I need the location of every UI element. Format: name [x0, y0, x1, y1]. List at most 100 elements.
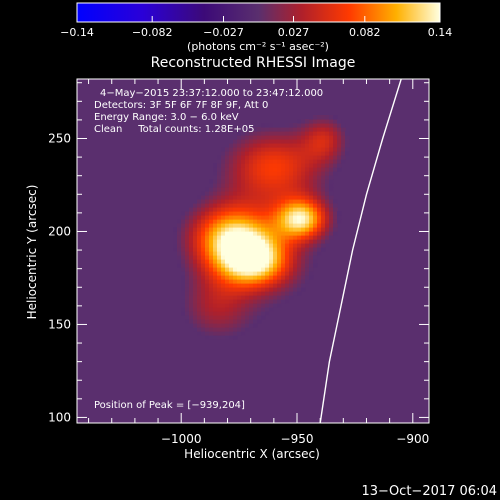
heatmap-cell — [217, 239, 222, 244]
heatmap-cell — [325, 175, 330, 180]
heatmap-cell — [253, 223, 258, 228]
heatmap-cell — [185, 235, 190, 240]
heatmap-cell — [261, 127, 266, 132]
heatmap-cell — [217, 243, 222, 248]
heatmap-cell — [293, 183, 298, 188]
heatmap-cell — [313, 159, 318, 164]
heatmap-cell — [221, 187, 226, 192]
heatmap-cell — [265, 291, 270, 296]
heatmap-cell — [301, 163, 306, 168]
heatmap-cell — [277, 267, 282, 272]
heatmap-cell — [201, 303, 206, 308]
heatmap-cell — [221, 275, 226, 280]
heatmap-cell — [337, 211, 342, 216]
heatmap-cell — [281, 291, 286, 296]
heatmap-cell — [245, 219, 250, 224]
heatmap-cell — [189, 227, 194, 232]
heatmap-cell — [321, 151, 326, 156]
heatmap-cell — [277, 191, 282, 196]
heatmap-cell — [269, 147, 274, 152]
heatmap-cell — [301, 263, 306, 268]
heatmap-cell — [321, 119, 326, 124]
heatmap-cell — [293, 179, 298, 184]
heatmap-cell — [237, 147, 242, 152]
heatmap-cell — [217, 335, 222, 340]
heatmap-cell — [193, 199, 198, 204]
heatmap-cell — [217, 271, 222, 276]
colorbar — [77, 3, 440, 22]
heatmap-cell — [297, 211, 302, 216]
heatmap-cell — [249, 207, 254, 212]
heatmap-cell — [269, 207, 274, 212]
heatmap-cell — [233, 219, 238, 224]
heatmap-cell — [285, 127, 290, 132]
heatmap-cell — [305, 279, 310, 284]
heatmap-cell — [321, 211, 326, 216]
heatmap-cell — [325, 199, 330, 204]
heatmap-cell — [237, 319, 242, 324]
heatmap-cell — [257, 139, 262, 144]
heatmap-cell — [245, 167, 250, 172]
heatmap-cell — [281, 279, 286, 284]
heatmap-cell — [197, 227, 202, 232]
heatmap-cell — [297, 247, 302, 252]
colorbar-frame — [76, 2, 441, 23]
heatmap-cell — [265, 307, 270, 312]
heatmap-cell — [217, 207, 222, 212]
heatmap-cell — [261, 155, 266, 160]
heatmap-cell — [297, 203, 302, 208]
heatmap-cell — [189, 307, 194, 312]
heatmap-cell — [325, 123, 330, 128]
heatmap-cell — [285, 215, 290, 220]
heatmap-cell — [209, 271, 214, 276]
heatmap-cell — [269, 283, 274, 288]
heatmap-cell — [269, 167, 274, 172]
heatmap-cell — [337, 131, 342, 136]
heatmap-cell — [233, 271, 238, 276]
heatmap-cell — [281, 283, 286, 288]
heatmap-cell — [225, 199, 230, 204]
heatmap-cell — [253, 171, 258, 176]
heatmap-cell — [221, 167, 226, 172]
heatmap-cell — [233, 159, 238, 164]
heatmap-cell — [285, 207, 290, 212]
heatmap-cell — [261, 295, 266, 300]
heatmap-cell — [253, 279, 258, 284]
heatmap-cell — [173, 247, 178, 252]
heatmap-cell — [269, 159, 274, 164]
heatmap-cell — [229, 259, 234, 264]
heatmap-cell — [257, 251, 262, 256]
heatmap-cell — [309, 243, 314, 248]
heatmap-cell — [317, 179, 322, 184]
heatmap-cell — [309, 207, 314, 212]
heatmap-cell — [281, 275, 286, 280]
heatmap-cell — [241, 247, 246, 252]
heatmap-cell — [253, 151, 258, 156]
heatmap-cell — [221, 203, 226, 208]
heatmap-cell — [217, 219, 222, 224]
heatmap-cell — [257, 299, 262, 304]
heatmap-cell — [201, 235, 206, 240]
heatmap-cell — [289, 287, 294, 292]
heatmap-cell — [257, 167, 262, 172]
heatmap-cell — [297, 167, 302, 172]
heatmap-cell — [217, 315, 222, 320]
heatmap-cell — [281, 199, 286, 204]
heatmap-cell — [241, 295, 246, 300]
heatmap-cell — [229, 151, 234, 156]
heatmap-cell — [245, 307, 250, 312]
heatmap-cell — [253, 227, 258, 232]
heatmap-cell — [221, 163, 226, 168]
heatmap-cell — [217, 235, 222, 240]
heatmap-cell — [181, 227, 186, 232]
heatmap-cell — [193, 299, 198, 304]
heatmap-cell — [309, 215, 314, 220]
heatmap-cell — [273, 223, 278, 228]
heatmap-cell — [177, 235, 182, 240]
heatmap-cell — [277, 135, 282, 140]
heatmap-cell — [329, 139, 334, 144]
heatmap-cell — [201, 267, 206, 272]
heatmap-cell — [181, 271, 186, 276]
heatmap-cell — [241, 319, 246, 324]
heatmap-cell — [261, 283, 266, 288]
